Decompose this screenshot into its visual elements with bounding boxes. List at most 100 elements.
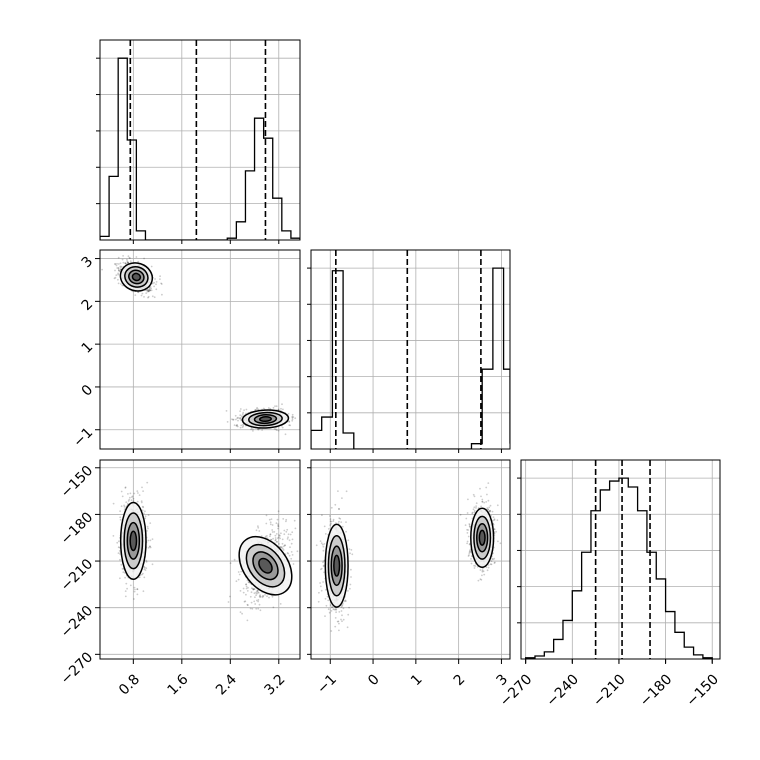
scatter-contents bbox=[315, 482, 502, 632]
sample-point bbox=[288, 421, 291, 423]
x-tick-label: 2.4 bbox=[213, 671, 240, 698]
sample-point bbox=[265, 514, 268, 517]
sample-point bbox=[348, 548, 351, 550]
sample-point bbox=[117, 267, 120, 269]
sample-point bbox=[282, 549, 285, 551]
sample-point bbox=[136, 588, 139, 591]
sample-point bbox=[291, 531, 294, 534]
sample-point bbox=[486, 569, 489, 572]
sample-point bbox=[280, 407, 282, 410]
sample-point bbox=[281, 426, 284, 429]
sample-point bbox=[126, 261, 129, 264]
sample-point bbox=[274, 538, 277, 541]
sample-point bbox=[274, 428, 277, 431]
y-tick-label: −240 bbox=[58, 603, 97, 642]
sample-point bbox=[232, 418, 235, 421]
sample-point bbox=[117, 546, 120, 549]
sample-point bbox=[289, 533, 292, 536]
sample-point bbox=[481, 574, 483, 577]
sample-point bbox=[122, 255, 124, 257]
sample-point bbox=[473, 511, 476, 514]
sample-point bbox=[161, 293, 163, 296]
sample-point bbox=[345, 530, 347, 533]
sample-point bbox=[129, 260, 132, 262]
sample-point bbox=[128, 498, 131, 501]
histogram-panel-0 bbox=[96, 39, 301, 244]
sample-point bbox=[257, 592, 260, 594]
x-tick-label: 3.2 bbox=[261, 671, 288, 698]
sample-point bbox=[237, 578, 240, 581]
sample-point bbox=[160, 282, 163, 285]
sample-point bbox=[468, 523, 471, 525]
sample-point bbox=[324, 597, 327, 600]
sample-point bbox=[473, 495, 476, 498]
sample-point bbox=[244, 600, 247, 603]
sample-point bbox=[116, 262, 118, 265]
sample-point bbox=[277, 527, 279, 530]
sample-point bbox=[347, 590, 349, 592]
histogram-bars bbox=[311, 250, 510, 449]
sample-point bbox=[151, 295, 154, 298]
sample-point bbox=[257, 525, 259, 528]
sample-point bbox=[270, 538, 272, 541]
sample-point bbox=[479, 569, 482, 571]
sample-point bbox=[337, 620, 340, 623]
sample-point bbox=[143, 576, 146, 579]
sample-point bbox=[257, 428, 260, 431]
sample-point bbox=[267, 407, 270, 409]
sample-point bbox=[258, 595, 261, 598]
y-tick-label: −1 bbox=[70, 425, 96, 451]
sample-point bbox=[473, 509, 476, 512]
sample-point bbox=[145, 559, 148, 562]
sample-point bbox=[140, 500, 143, 502]
sample-point bbox=[253, 588, 256, 590]
sample-point bbox=[132, 500, 135, 502]
y-tick-label: 3 bbox=[79, 254, 97, 272]
sample-point bbox=[159, 278, 161, 280]
sample-point bbox=[119, 558, 121, 561]
sample-point bbox=[318, 591, 320, 594]
sample-point bbox=[317, 600, 320, 603]
sample-point bbox=[122, 241, 124, 243]
sample-point bbox=[326, 595, 329, 598]
sample-point bbox=[264, 535, 267, 538]
sample-point bbox=[341, 603, 344, 606]
sample-point bbox=[143, 257, 146, 260]
sample-point bbox=[345, 521, 347, 523]
sample-point bbox=[487, 499, 490, 502]
sample-point bbox=[334, 617, 337, 619]
sample-point bbox=[288, 424, 291, 427]
sample-point bbox=[277, 525, 280, 528]
sample-point bbox=[141, 505, 144, 508]
y-tick-label: 2 bbox=[79, 296, 97, 314]
sample-point bbox=[253, 592, 256, 595]
sample-point bbox=[229, 595, 231, 598]
sample-point bbox=[494, 561, 496, 564]
sample-point bbox=[124, 262, 127, 265]
sample-point bbox=[261, 429, 263, 431]
histogram-step bbox=[311, 267, 510, 449]
sample-point bbox=[137, 492, 139, 494]
sample-point bbox=[243, 409, 246, 411]
sample-point bbox=[150, 289, 153, 292]
sample-point bbox=[348, 606, 350, 609]
sample-point bbox=[257, 428, 259, 430]
sample-point bbox=[255, 599, 258, 602]
sample-point bbox=[119, 577, 121, 580]
sample-point bbox=[129, 496, 131, 499]
sample-point bbox=[269, 521, 272, 524]
sample-point bbox=[288, 539, 291, 542]
sample-point bbox=[115, 274, 118, 277]
sample-point bbox=[275, 522, 278, 525]
sample-point bbox=[329, 515, 331, 517]
histogram-step bbox=[525, 477, 713, 659]
sample-point bbox=[126, 587, 128, 590]
sample-point bbox=[287, 536, 289, 539]
sample-point bbox=[322, 549, 325, 552]
sample-point bbox=[236, 417, 239, 419]
sample-point bbox=[254, 408, 257, 411]
sample-point bbox=[349, 587, 351, 590]
sample-point bbox=[480, 495, 482, 498]
sample-point bbox=[149, 522, 152, 524]
sample-point bbox=[128, 256, 131, 259]
